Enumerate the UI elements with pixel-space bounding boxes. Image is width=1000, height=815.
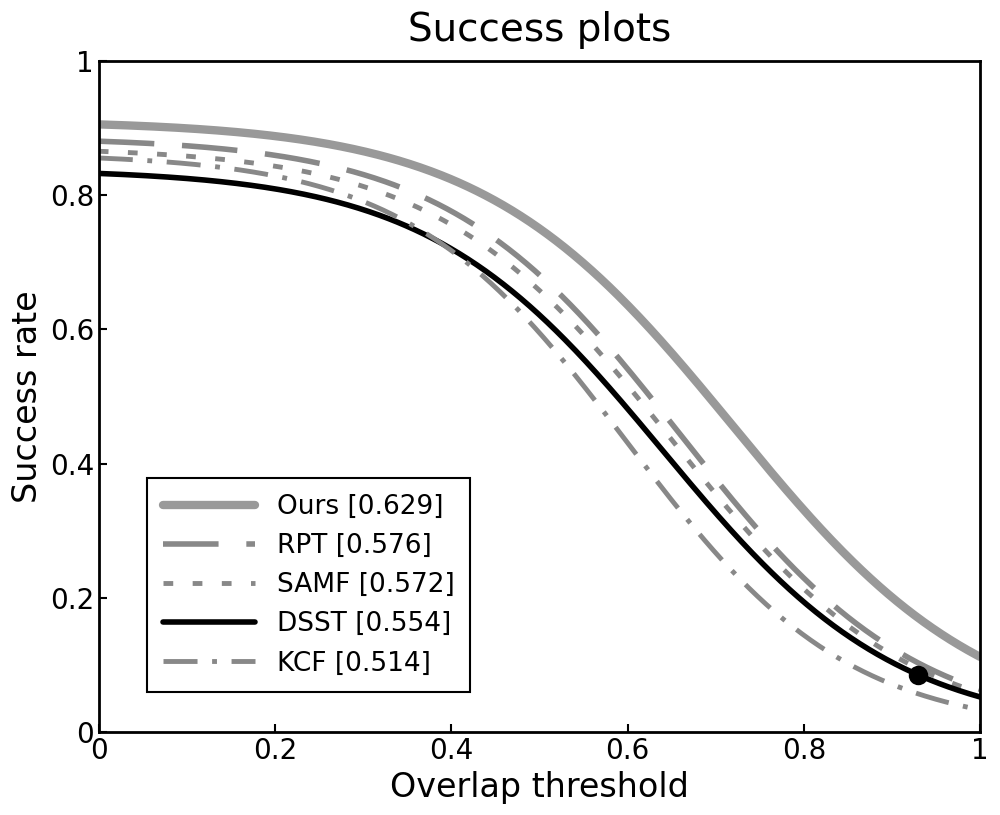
Y-axis label: Success rate: Success rate xyxy=(11,290,44,503)
X-axis label: Overlap threshold: Overlap threshold xyxy=(390,771,689,804)
Title: Success plots: Success plots xyxy=(408,11,671,49)
Legend: Ours [0.629], RPT [0.576], SAMF [0.572], DSST [0.554], KCF [0.514]: Ours [0.629], RPT [0.576], SAMF [0.572],… xyxy=(147,478,470,693)
